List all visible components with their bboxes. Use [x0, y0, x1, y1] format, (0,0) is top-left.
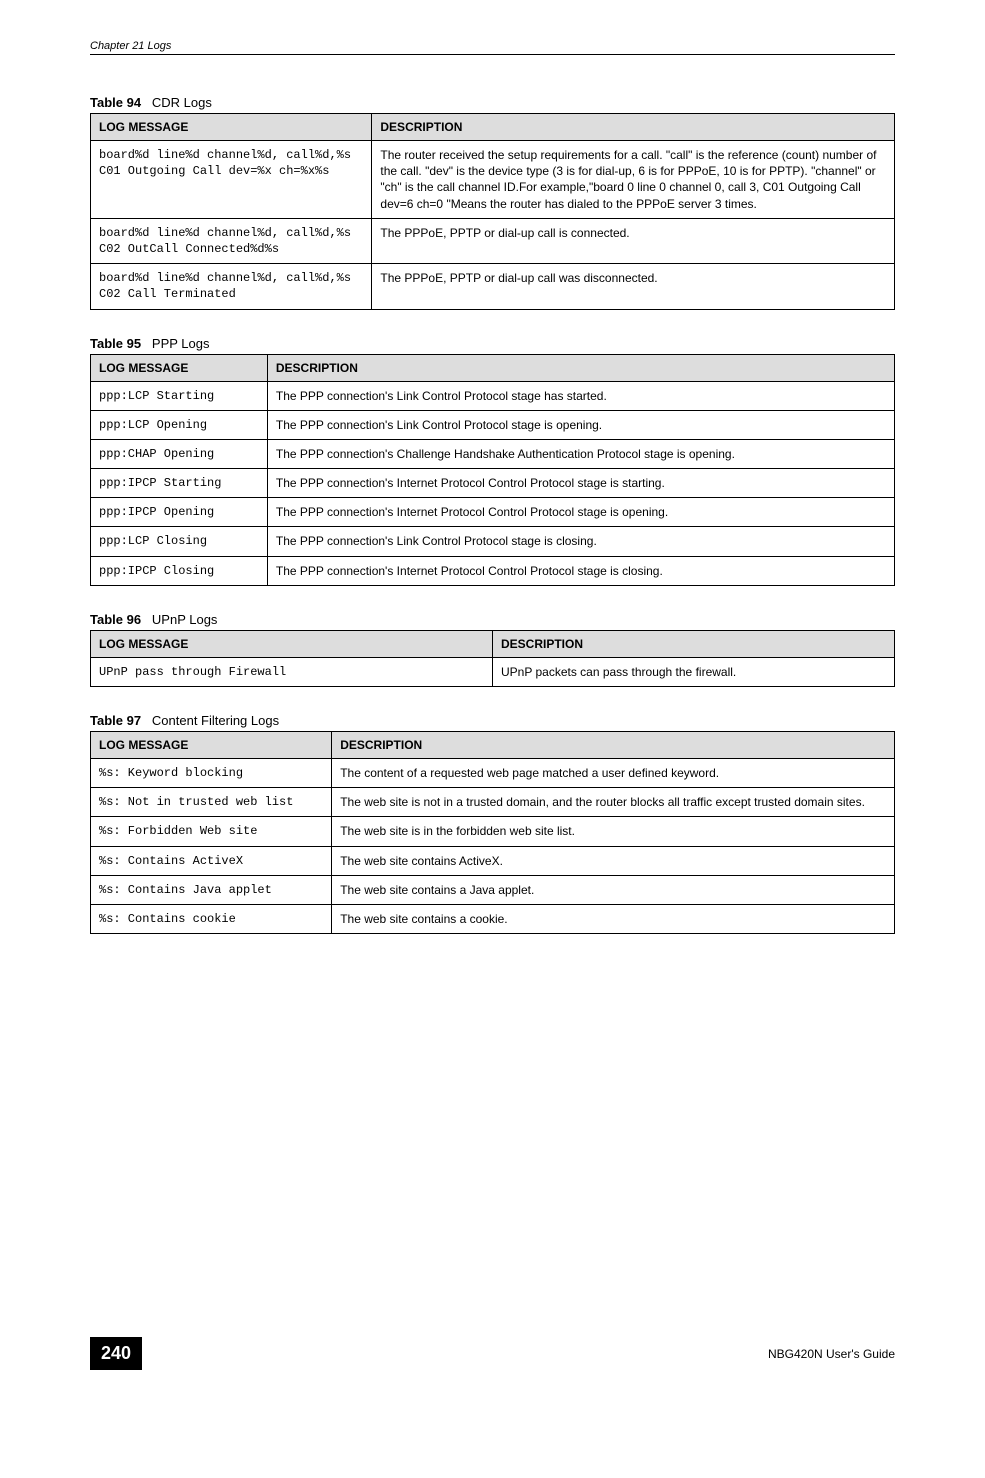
table-96: LOG MESSAGE DESCRIPTION UPnP pass throug… — [90, 630, 895, 687]
table-97-caption: Table 97 Content Filtering Logs — [90, 713, 895, 728]
table-96-title: UPnP Logs — [152, 612, 218, 627]
table-95-caption: Table 95 PPP Logs — [90, 336, 895, 351]
table-row: ppp:LCP ClosingThe PPP connection's Link… — [91, 527, 895, 556]
table-header-row: LOG MESSAGE DESCRIPTION — [91, 732, 895, 759]
th-log: LOG MESSAGE — [91, 114, 372, 141]
page-number: 240 — [90, 1337, 142, 1370]
table-row: UPnP pass through FirewallUPnP packets c… — [91, 657, 895, 686]
description-cell: The PPPoE, PPTP or dial-up call is conne… — [372, 218, 895, 263]
log-message-cell: board%d line%d channel%d, call%d,%s C02 … — [91, 264, 372, 309]
log-message-cell: ppp:IPCP Closing — [91, 556, 268, 585]
table-94-number: Table 94 — [90, 95, 141, 110]
description-cell: The PPP connection's Link Control Protoc… — [267, 410, 894, 439]
table-96-number: Table 96 — [90, 612, 141, 627]
description-cell: The web site contains a cookie. — [332, 904, 895, 933]
th-desc: DESCRIPTION — [372, 114, 895, 141]
table-94: LOG MESSAGE DESCRIPTION board%d line%d c… — [90, 113, 895, 310]
log-message-cell: %s: Contains ActiveX — [91, 846, 332, 875]
table-96-body: UPnP pass through FirewallUPnP packets c… — [91, 657, 895, 686]
description-cell: The web site is not in a trusted domain,… — [332, 788, 895, 817]
log-message-cell: %s: Contains cookie — [91, 904, 332, 933]
table-94-title: CDR Logs — [152, 95, 212, 110]
table-row: %s: Contains Java appletThe web site con… — [91, 875, 895, 904]
th-desc: DESCRIPTION — [332, 732, 895, 759]
table-94-body: board%d line%d channel%d, call%d,%s C01 … — [91, 141, 895, 310]
description-cell: The web site contains a Java applet. — [332, 875, 895, 904]
table-row: ppp:LCP StartingThe PPP connection's Lin… — [91, 381, 895, 410]
table-97-title: Content Filtering Logs — [152, 713, 279, 728]
log-message-cell: %s: Contains Java applet — [91, 875, 332, 904]
table-97-number: Table 97 — [90, 713, 141, 728]
table-row: %s: Keyword blockingThe content of a req… — [91, 759, 895, 788]
description-cell: The web site is in the forbidden web sit… — [332, 817, 895, 846]
table-95-title: PPP Logs — [152, 336, 210, 351]
table-row: board%d line%d channel%d, call%d,%s C02 … — [91, 218, 895, 263]
table-row: ppp:IPCP StartingThe PPP connection's In… — [91, 469, 895, 498]
description-cell: The PPP connection's Challenge Handshake… — [267, 439, 894, 468]
description-cell: The PPP connection's Link Control Protoc… — [267, 527, 894, 556]
table-header-row: LOG MESSAGE DESCRIPTION — [91, 114, 895, 141]
log-message-cell: %s: Not in trusted web list — [91, 788, 332, 817]
log-message-cell: ppp:LCP Starting — [91, 381, 268, 410]
table-95: LOG MESSAGE DESCRIPTION ppp:LCP Starting… — [90, 354, 895, 586]
table-row: %s: Contains cookieThe web site contains… — [91, 904, 895, 933]
log-message-cell: ppp:IPCP Starting — [91, 469, 268, 498]
description-cell: The PPP connection's Link Control Protoc… — [267, 381, 894, 410]
description-cell: The router received the setup requiremen… — [372, 141, 895, 219]
page-header: Chapter 21 Logs — [90, 40, 895, 55]
th-desc: DESCRIPTION — [493, 630, 895, 657]
table-row: ppp:CHAP OpeningThe PPP connection's Cha… — [91, 439, 895, 468]
description-cell: The PPPoE, PPTP or dial-up call was disc… — [372, 264, 895, 309]
table-row: ppp:IPCP OpeningThe PPP connection's Int… — [91, 498, 895, 527]
table-row: board%d line%d channel%d, call%d,%s C01 … — [91, 141, 895, 219]
log-message-cell: UPnP pass through Firewall — [91, 657, 493, 686]
description-cell: The PPP connection's Internet Protocol C… — [267, 556, 894, 585]
table-97: LOG MESSAGE DESCRIPTION %s: Keyword bloc… — [90, 731, 895, 934]
chapter-title: Chapter 21 Logs — [90, 40, 171, 52]
table-row: ppp:IPCP ClosingThe PPP connection's Int… — [91, 556, 895, 585]
log-message-cell: ppp:CHAP Opening — [91, 439, 268, 468]
table-row: %s: Contains ActiveXThe web site contain… — [91, 846, 895, 875]
log-message-cell: ppp:LCP Closing — [91, 527, 268, 556]
log-message-cell: %s: Keyword blocking — [91, 759, 332, 788]
table-94-caption: Table 94 CDR Logs — [90, 95, 895, 110]
description-cell: The content of a requested web page matc… — [332, 759, 895, 788]
description-cell: The PPP connection's Internet Protocol C… — [267, 498, 894, 527]
table-95-body: ppp:LCP StartingThe PPP connection's Lin… — [91, 381, 895, 585]
log-message-cell: %s: Forbidden Web site — [91, 817, 332, 846]
page-footer: 240 NBG420N User's Guide — [90, 1337, 895, 1370]
th-desc: DESCRIPTION — [267, 354, 894, 381]
table-row: board%d line%d channel%d, call%d,%s C02 … — [91, 264, 895, 309]
table-row: %s: Not in trusted web listThe web site … — [91, 788, 895, 817]
th-log: LOG MESSAGE — [91, 354, 268, 381]
table-row: ppp:LCP OpeningThe PPP connection's Link… — [91, 410, 895, 439]
description-cell: The PPP connection's Internet Protocol C… — [267, 469, 894, 498]
th-log: LOG MESSAGE — [91, 732, 332, 759]
th-log: LOG MESSAGE — [91, 630, 493, 657]
page-container: Chapter 21 Logs Table 94 CDR Logs LOG ME… — [0, 0, 985, 1400]
table-row: %s: Forbidden Web siteThe web site is in… — [91, 817, 895, 846]
table-97-body: %s: Keyword blockingThe content of a req… — [91, 759, 895, 934]
table-96-caption: Table 96 UPnP Logs — [90, 612, 895, 627]
table-header-row: LOG MESSAGE DESCRIPTION — [91, 354, 895, 381]
log-message-cell: ppp:LCP Opening — [91, 410, 268, 439]
log-message-cell: board%d line%d channel%d, call%d,%s C01 … — [91, 141, 372, 219]
table-header-row: LOG MESSAGE DESCRIPTION — [91, 630, 895, 657]
log-message-cell: board%d line%d channel%d, call%d,%s C02 … — [91, 218, 372, 263]
description-cell: UPnP packets can pass through the firewa… — [493, 657, 895, 686]
description-cell: The web site contains ActiveX. — [332, 846, 895, 875]
footer-guide-text: NBG420N User's Guide — [768, 1347, 895, 1361]
log-message-cell: ppp:IPCP Opening — [91, 498, 268, 527]
table-95-number: Table 95 — [90, 336, 141, 351]
